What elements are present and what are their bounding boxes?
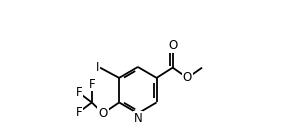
Text: F: F [76, 86, 82, 99]
Text: O: O [98, 107, 108, 120]
Text: N: N [133, 112, 142, 125]
Text: F: F [88, 78, 95, 91]
Text: I: I [96, 61, 99, 74]
Text: O: O [183, 71, 192, 84]
Text: F: F [76, 106, 82, 119]
Text: O: O [168, 39, 177, 52]
